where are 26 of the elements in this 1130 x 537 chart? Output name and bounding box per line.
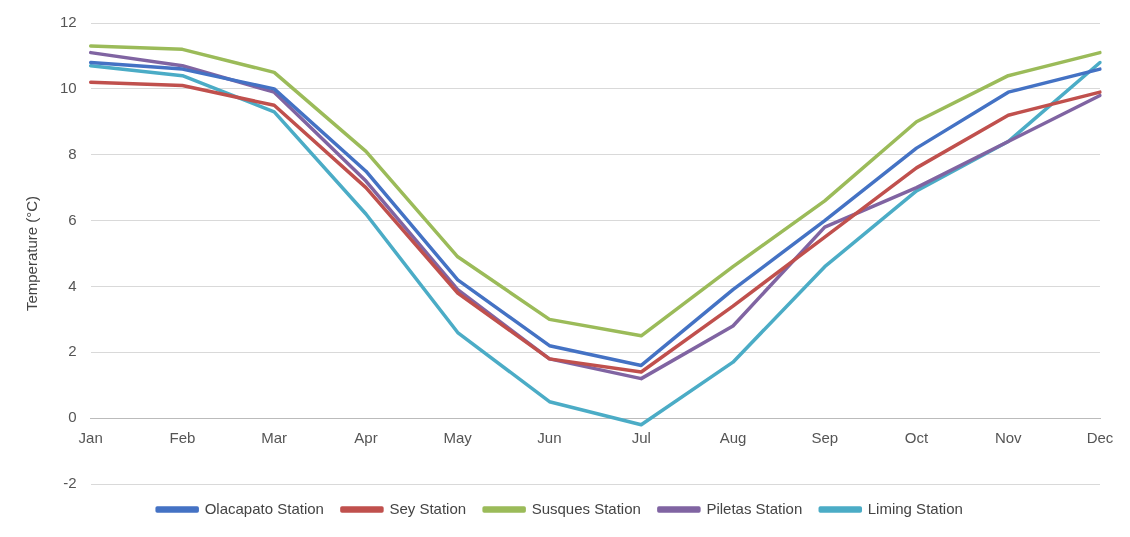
y-tick-label: 10 (60, 79, 77, 96)
x-tick-label: Jun (537, 429, 562, 447)
x-tick-label: Dec (1086, 429, 1114, 447)
x-tick-label: Apr (354, 429, 378, 447)
y-tick-label: 0 (68, 408, 77, 426)
legend-label: Sey Station (389, 499, 467, 517)
x-tick-label: Jan (78, 429, 103, 447)
legend-label: Liming Station (867, 499, 963, 517)
x-tick-label: Nov (994, 429, 1023, 447)
y-axis-title: Temperature (°C) (23, 195, 41, 312)
legend-label: Susques Station (531, 499, 641, 517)
y-tick-label: -2 (63, 474, 77, 492)
y-tick-label: 8 (68, 144, 77, 162)
y-tick-label: 2 (68, 342, 77, 360)
x-tick-label: May (443, 429, 473, 447)
legend-label: Piletas Station (706, 499, 803, 517)
legend-label: Olacapato Station (204, 499, 324, 517)
y-tick-label: 4 (68, 276, 77, 294)
y-tick-label: 12 (60, 13, 77, 31)
x-tick-label: Aug (719, 429, 747, 447)
x-tick-label: Sep (811, 429, 839, 447)
y-tick-label: 6 (68, 210, 77, 228)
x-tick-label: Feb (169, 429, 196, 447)
x-tick-label: Mar (261, 429, 288, 447)
x-tick-label: Oct (904, 429, 929, 447)
x-tick-label: Jul (631, 429, 651, 447)
